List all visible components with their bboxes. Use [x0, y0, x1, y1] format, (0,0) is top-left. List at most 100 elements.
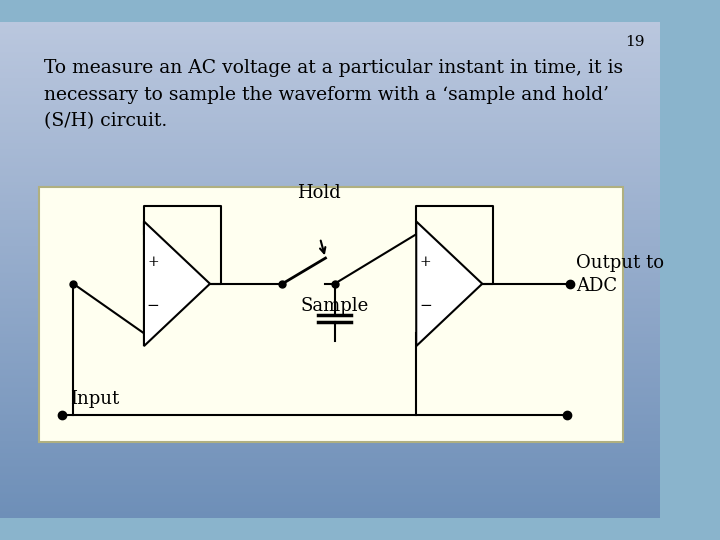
Bar	[0, 391, 660, 392]
Bar	[0, 74, 660, 75]
Bar	[0, 156, 660, 157]
Bar	[0, 210, 660, 211]
Bar	[0, 170, 660, 171]
Bar	[0, 319, 660, 320]
Bar	[0, 375, 660, 376]
Bar	[0, 28, 660, 29]
Bar	[0, 322, 660, 323]
Bar	[0, 22, 660, 23]
Bar	[0, 273, 660, 274]
Bar	[0, 217, 660, 218]
Bar	[0, 421, 660, 422]
Bar	[0, 29, 660, 30]
Bar	[0, 484, 660, 485]
Bar	[0, 361, 660, 362]
Bar	[0, 237, 660, 238]
Bar	[0, 326, 660, 327]
Bar	[0, 415, 660, 416]
Bar	[0, 447, 660, 448]
Bar	[0, 61, 660, 62]
Bar	[0, 399, 660, 400]
Bar	[0, 131, 660, 132]
Bar	[0, 461, 660, 462]
Bar	[0, 265, 660, 266]
Bar	[0, 290, 660, 291]
Bar	[0, 413, 660, 414]
Bar	[0, 200, 660, 201]
Bar	[0, 309, 660, 310]
Bar	[0, 159, 660, 160]
Bar	[0, 408, 660, 409]
Bar	[0, 464, 660, 465]
Bar	[0, 214, 660, 215]
Bar	[0, 112, 660, 113]
Bar	[0, 343, 660, 345]
Bar	[0, 89, 660, 90]
Bar	[0, 335, 660, 336]
Bar	[0, 403, 660, 404]
Bar	[0, 69, 660, 70]
Bar	[0, 222, 660, 223]
Bar	[0, 336, 660, 337]
Bar	[0, 115, 660, 116]
Bar	[0, 348, 660, 349]
Bar	[0, 246, 660, 247]
Bar	[0, 86, 660, 87]
Bar	[0, 456, 660, 457]
Bar	[0, 270, 660, 271]
Bar	[0, 96, 660, 97]
Bar	[0, 513, 660, 514]
Bar	[0, 494, 660, 495]
Bar	[0, 164, 660, 165]
Bar	[0, 485, 660, 487]
Bar	[0, 194, 660, 195]
Bar	[0, 223, 660, 224]
Bar	[0, 106, 660, 107]
Bar	[0, 201, 660, 202]
Bar	[0, 302, 660, 303]
Bar	[0, 148, 660, 149]
Bar	[0, 87, 660, 89]
Bar	[0, 450, 660, 451]
Bar	[0, 36, 660, 37]
Bar	[0, 225, 660, 226]
Bar	[0, 406, 660, 407]
Bar	[0, 470, 660, 471]
Bar	[0, 405, 660, 406]
Bar	[0, 111, 660, 112]
Bar	[0, 457, 660, 458]
Bar	[0, 137, 660, 138]
Bar	[0, 260, 660, 261]
Bar	[0, 247, 660, 248]
Bar	[0, 371, 660, 372]
Bar	[0, 186, 660, 187]
Bar	[0, 417, 660, 418]
Bar	[0, 168, 660, 169]
Bar	[0, 313, 660, 314]
Bar	[0, 374, 660, 375]
Bar	[0, 411, 660, 412]
Bar	[0, 426, 660, 427]
Bar	[0, 44, 660, 45]
Bar	[0, 323, 660, 324]
Bar	[0, 51, 660, 52]
Bar	[0, 503, 660, 504]
Bar	[0, 49, 660, 50]
Bar	[0, 396, 660, 397]
Bar	[0, 122, 660, 123]
Bar	[0, 350, 660, 352]
Bar	[0, 103, 660, 104]
Bar	[0, 128, 660, 129]
Bar	[0, 442, 660, 443]
Bar	[0, 474, 660, 475]
Bar	[0, 125, 660, 126]
Bar	[0, 109, 660, 110]
Bar	[0, 158, 660, 159]
Bar	[0, 347, 660, 348]
Bar	[0, 56, 660, 57]
Bar	[0, 499, 660, 500]
Bar	[0, 134, 660, 135]
Bar	[0, 64, 660, 65]
Bar	[0, 242, 660, 244]
Bar	[0, 337, 660, 338]
